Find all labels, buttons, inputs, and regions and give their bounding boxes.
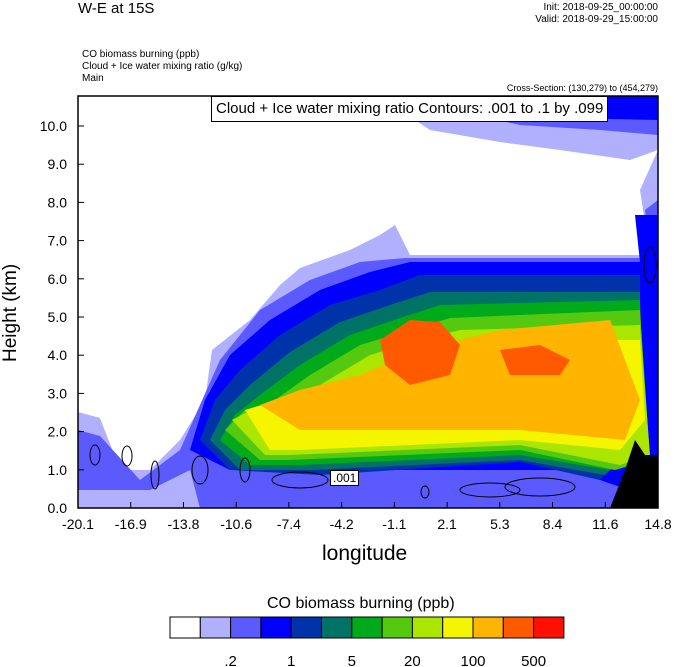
y-tick-label: 0.0 <box>48 500 68 516</box>
x-tick-label: -16.9 <box>115 516 147 532</box>
cloud-contour-9 <box>643 246 657 284</box>
x-axis-label: longitude <box>322 542 408 565</box>
cloud-contour-1 <box>121 445 133 467</box>
y-tick-label: 4.0 <box>48 347 68 363</box>
colorbar-box <box>290 616 323 639</box>
x-tick-label: -7.4 <box>277 516 301 532</box>
terrain <box>610 440 658 508</box>
x-tick-label: 5.3 <box>490 516 510 532</box>
y-tick-label: 10.0 <box>40 118 67 134</box>
cross-section-label: Cross-Section: (130,279) to (454,279) <box>506 83 658 93</box>
colorbar-box <box>472 616 504 639</box>
contour-annotation: Cloud + Ice water mixing ratio Contours:… <box>211 96 609 122</box>
x-tick-label: -20.1 <box>62 516 94 532</box>
init-time: Init: 2018-09-25_00:00:00 <box>543 2 658 13</box>
colorbar-box <box>411 616 444 639</box>
field-label-cloud: Cloud + Ice water mixing ratio (g/kg) <box>82 61 243 72</box>
colorbar-box <box>381 616 413 639</box>
y-tick-label: 5.0 <box>48 309 68 325</box>
cloud-contour-2 <box>150 460 160 490</box>
cloud-contour-0 <box>89 444 101 466</box>
colorbar-box <box>351 616 383 639</box>
x-tick-label: -13.8 <box>167 516 199 532</box>
colorbar-box <box>321 616 353 639</box>
x-tick-label: -10.6 <box>220 516 252 532</box>
cloud-contour-5 <box>271 471 329 489</box>
x-tick-label: 2.1 <box>437 516 457 532</box>
x-tick-label: -1.1 <box>382 516 406 532</box>
cloud-contour-7 <box>504 477 576 497</box>
y-tick-label: 9.0 <box>48 156 68 172</box>
colorbar-box <box>199 616 232 639</box>
colorbar-label: .2 <box>224 653 237 667</box>
colorbar-box <box>442 616 474 639</box>
cloud-contour-8 <box>420 485 430 499</box>
colorbar-box <box>533 616 565 639</box>
colorbar-label: 5 <box>348 653 356 667</box>
colorbar-box <box>502 616 535 639</box>
colorbar-title: CO biomass burning (ppb) <box>267 595 455 612</box>
cloud-contour-4 <box>239 457 251 483</box>
cloud-contour-3 <box>191 455 209 485</box>
filled-contours <box>78 96 658 508</box>
colorbar-box <box>260 616 292 639</box>
y-tick-label: 6.0 <box>48 271 68 287</box>
valid-time: Valid: 2018-09-29_15:00:00 <box>535 14 658 25</box>
x-tick-label: -4.2 <box>330 516 354 532</box>
colorbar-box <box>169 616 201 639</box>
plume-level-11-b <box>500 345 570 375</box>
colorbar-label: 100 <box>460 653 485 667</box>
colorbar-label: 1 <box>287 653 295 667</box>
cloud-contour-6 <box>459 482 521 498</box>
colorbar-box <box>230 616 262 639</box>
y-tick-label: 8.0 <box>48 194 68 210</box>
x-tick-label: 11.6 <box>592 516 618 532</box>
x-tick-label: 8.4 <box>543 516 563 532</box>
colorbar-label: 20 <box>404 653 421 667</box>
field-label-co: CO biomass burning (ppb) <box>82 49 200 60</box>
x-tick-label: 14.8 <box>644 516 671 532</box>
plume-level-11-a <box>380 320 460 385</box>
y-tick-label: 1.0 <box>48 462 68 478</box>
field-label-main: Main <box>82 73 104 84</box>
contour-label: .001 <box>330 470 360 486</box>
plot-title: W-E at 15S <box>78 0 155 17</box>
y-tick-label: 7.0 <box>48 233 68 249</box>
colorbar-label: 500 <box>521 653 546 667</box>
y-tick-label: 3.0 <box>48 385 68 401</box>
y-tick-label: 2.0 <box>48 424 68 440</box>
y-axis-label: Height (km) <box>0 263 21 362</box>
